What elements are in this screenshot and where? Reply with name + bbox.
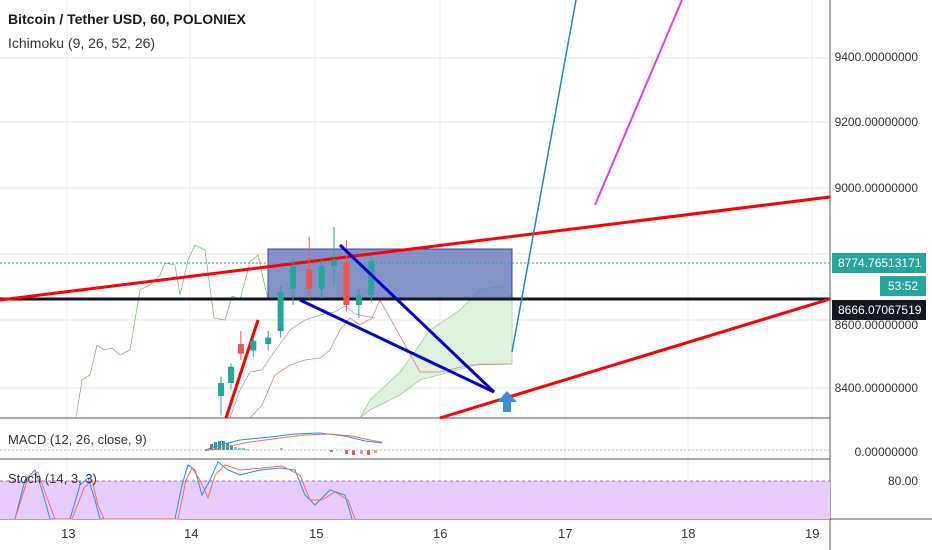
ichimoku-label[interactable]: Ichimoku (9, 26, 52, 26) — [8, 35, 156, 51]
magenta-line — [594, 0, 683, 206]
base-line — [229, 305, 376, 419]
candle-body[interactable] — [250, 340, 257, 351]
x-tick-13: 13 — [61, 526, 76, 541]
x-tick-17: 17 — [558, 526, 573, 541]
symbol-title: Bitcoin / Tether USD, 60, POLONIEX — [8, 11, 246, 27]
blue-line-2 — [338, 243, 496, 394]
candle-body[interactable] — [290, 266, 297, 289]
x-tick-19: 19 — [805, 526, 820, 541]
teal-projection-line — [511, 0, 577, 353]
stoch-label[interactable]: Stoch (14, 3, 3) — [8, 471, 97, 486]
candle-body[interactable] — [343, 262, 350, 305]
candle-body[interactable] — [355, 295, 362, 305]
macd-histogram — [210, 441, 377, 455]
lagging-span — [75, 244, 269, 419]
line-price-tag: 8666.07067519 — [832, 300, 926, 320]
macd-signal-line — [204, 433, 383, 452]
stoch-band — [0, 481, 830, 519]
stoch-tick-80: 80.00 — [887, 474, 918, 488]
price-tick-9000: 9000.00000000 — [834, 181, 918, 195]
candle-body[interactable] — [331, 259, 338, 267]
candle-body[interactable] — [368, 261, 375, 296]
up-arrow — [497, 391, 517, 412]
blue-line-1 — [299, 298, 495, 394]
candle-body[interactable] — [277, 292, 284, 331]
x-tick-15: 15 — [309, 526, 324, 541]
x-tick-14: 14 — [184, 526, 199, 541]
macd-tick-zero: 0.00000000 — [854, 445, 918, 459]
grid — [0, 0, 830, 520]
price-tick-8600: 8600.00000000 — [834, 318, 918, 332]
stoch-d-line — [14, 464, 356, 520]
short-red-line — [224, 319, 260, 419]
x-tick-18: 18 — [681, 526, 696, 541]
conversion-line — [249, 299, 513, 419]
upper-trendline — [0, 195, 831, 302]
candle-body[interactable] — [306, 269, 313, 289]
candle-body[interactable] — [237, 344, 244, 354]
price-tick-8400: 8400.00000000 — [834, 381, 918, 395]
price-tick-9400: 9400.00000000 — [834, 50, 918, 64]
candles — [218, 227, 375, 416]
candle-body[interactable] — [218, 383, 225, 396]
price-tick-9200: 9200.00000000 — [834, 115, 918, 129]
candle-body[interactable] — [227, 366, 234, 383]
last-price-tag: 8774.76513171 — [832, 253, 926, 273]
x-tick-16: 16 — [433, 526, 448, 541]
countdown-tag: 53:52 — [880, 276, 926, 296]
candle-body[interactable] — [318, 266, 325, 289]
macd-line — [204, 432, 383, 451]
macd-label[interactable]: MACD (12, 26, close, 9) — [8, 432, 147, 447]
candle-body[interactable] — [265, 337, 272, 345]
